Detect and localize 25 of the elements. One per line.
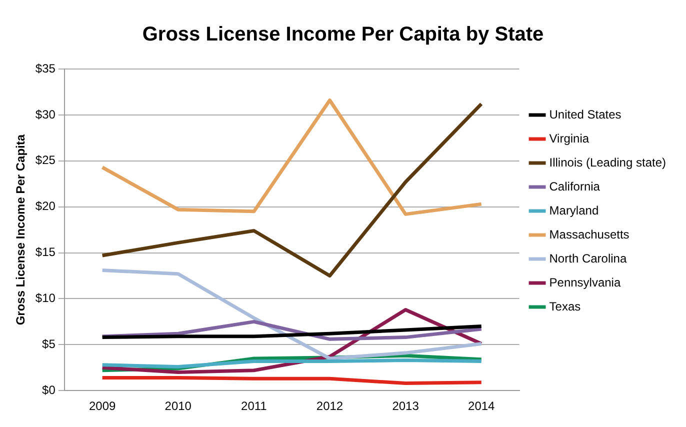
chart-title: Gross License Income Per Capita by State: [142, 24, 544, 46]
legend-label: North Carolina: [549, 251, 627, 266]
y-tick-label: $25: [35, 153, 56, 168]
y-tick-label: $0: [42, 382, 56, 397]
legend-label: United States: [549, 107, 622, 122]
legend-label: Massachusetts: [549, 227, 630, 242]
y-tick-label: $30: [35, 107, 56, 122]
x-tick-label: 2011: [241, 399, 268, 414]
legend-label: Texas: [549, 299, 581, 314]
x-tick-label: 2010: [164, 399, 192, 414]
x-tick-label: 2014: [468, 399, 496, 414]
y-axis-title: Gross License Income Per Capita: [14, 134, 28, 326]
legend-label: Maryland: [549, 203, 599, 218]
y-tick-label: $10: [35, 291, 56, 306]
x-tick-label: 2013: [392, 399, 420, 414]
x-tick-label: 2012: [316, 399, 344, 414]
y-tick-label: $5: [42, 336, 56, 351]
y-tick-label: $15: [35, 245, 56, 260]
x-tick-label: 2009: [88, 399, 116, 414]
y-tick-label: $20: [35, 199, 56, 214]
legend-label: Virginia: [549, 131, 590, 146]
legend-label: Illinois (Leading state): [549, 155, 666, 170]
y-tick-label: $35: [35, 61, 56, 76]
legend-label: California: [549, 179, 600, 194]
legend-label: Pennsylvania: [549, 275, 621, 290]
